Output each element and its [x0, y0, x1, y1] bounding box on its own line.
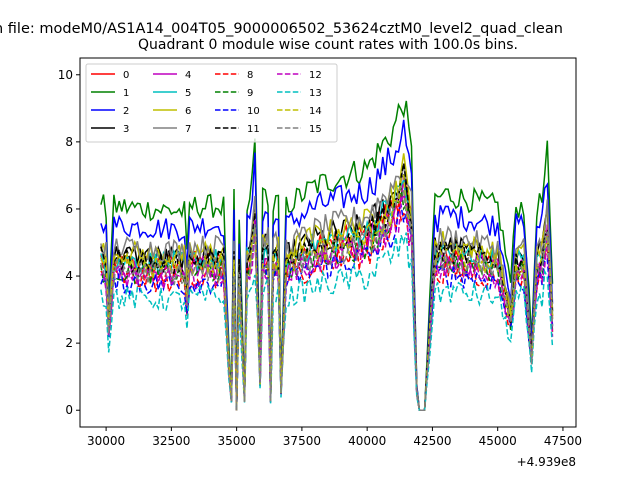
legend-label-5: 5 — [185, 88, 191, 99]
x-tick-label: 35000 — [218, 434, 256, 448]
x-tick-label: 40000 — [348, 434, 386, 448]
series-line-10 — [100, 203, 554, 411]
plot-area: 30000 32500 35000 37500 40000 42500 45000 47500… — [58, 57, 582, 469]
x-tick-label: 45000 — [479, 434, 517, 448]
legend-box — [85, 63, 338, 143]
y-tick-label: 10 — [58, 68, 73, 82]
legend-label-10: 10 — [247, 106, 260, 117]
y-tick-label: 4 — [65, 269, 73, 283]
series-line-13 — [100, 232, 554, 411]
legend-label-14: 14 — [309, 106, 322, 117]
legend-label-12: 12 — [309, 70, 322, 81]
x-tick-label: 30000 — [87, 434, 125, 448]
series-layer — [100, 100, 554, 411]
legend-label-13: 13 — [309, 88, 322, 99]
legend-label-3: 3 — [123, 124, 129, 135]
series-line-3 — [100, 173, 554, 411]
legend-label-1: 1 — [123, 88, 129, 99]
y-tick-label: 8 — [65, 135, 73, 149]
series-line-1 — [100, 100, 554, 411]
y-tick-label: 2 — [65, 336, 73, 350]
series-line-4 — [100, 176, 554, 411]
series-line-2 — [100, 119, 554, 411]
series-line-15 — [100, 185, 554, 411]
x-tick-label: 32500 — [152, 434, 190, 448]
legend-label-0: 0 — [123, 70, 129, 81]
series-line-0 — [100, 177, 554, 411]
legend-label-6: 6 — [185, 106, 191, 117]
legend-label-2: 2 — [123, 106, 129, 117]
y-axis: 0 2 4 6 8 10 — [58, 68, 80, 417]
x-tick-label: 42500 — [413, 434, 451, 448]
x-offset-label: +4.939e8 — [517, 455, 576, 469]
series-line-14 — [100, 174, 554, 411]
x-tick-label: 37500 — [283, 434, 321, 448]
y-tick-label: 0 — [65, 403, 73, 417]
series-line-6 — [100, 153, 554, 411]
x-tick-label: 47500 — [544, 434, 582, 448]
legend-label-9: 9 — [247, 88, 253, 99]
legend-label-15: 15 — [309, 124, 322, 135]
x-axis: 30000 32500 35000 37500 40000 42500 45000 47500 — [87, 427, 582, 448]
legend-label-4: 4 — [185, 70, 191, 81]
y-tick-label: 6 — [65, 202, 73, 216]
axes-frame — [79, 57, 577, 428]
legend-label-8: 8 — [247, 70, 253, 81]
legend-label-7: 7 — [185, 124, 191, 135]
series-line-7 — [100, 163, 554, 411]
chart-title: Quadrant 0 module wise count rates with … — [138, 37, 518, 53]
series-line-12 — [100, 192, 554, 411]
legend-label-11: 11 — [247, 124, 260, 135]
figure-suptitle: n file: modeM0/AS1A14_004T05_9000006502_… — [0, 21, 563, 37]
series-line-11 — [100, 163, 554, 411]
